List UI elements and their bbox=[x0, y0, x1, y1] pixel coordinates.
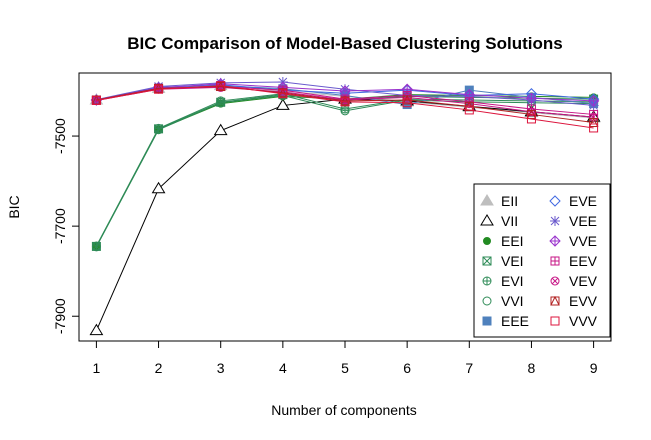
legend-label: VII bbox=[501, 213, 518, 229]
legend-label: VEV bbox=[569, 273, 598, 289]
legend-marker-eei bbox=[483, 237, 491, 245]
legend-marker-eev bbox=[550, 256, 560, 266]
legend-marker-vvi bbox=[482, 296, 492, 306]
data-point-vve bbox=[525, 92, 538, 104]
x-tick-label: 5 bbox=[341, 360, 349, 376]
data-point-vvi bbox=[91, 242, 101, 252]
legend-marker-vei bbox=[482, 256, 492, 266]
chart-title: BIC Comparison of Model-Based Clustering… bbox=[127, 34, 562, 53]
legend-label: VVE bbox=[569, 233, 597, 249]
legend-marker-eve bbox=[549, 195, 561, 207]
legend-label: EVV bbox=[569, 293, 598, 309]
legend-item-vvi: VVI bbox=[482, 293, 524, 309]
y-tick-label: -7500 bbox=[52, 118, 68, 154]
legend-marker-vev bbox=[550, 276, 560, 286]
legend-marker-evv bbox=[550, 295, 560, 306]
legend-label: EVE bbox=[569, 193, 597, 209]
y-tick-label: -7900 bbox=[52, 298, 68, 334]
x-tick-label: 3 bbox=[217, 360, 225, 376]
legend: EII VII EEI VEI EVI VVI EEE EVE VEE VVE EEV VEV EVV V… bbox=[473, 183, 611, 338]
legend-item-vii: VII bbox=[480, 213, 518, 229]
x-tick-label: 9 bbox=[590, 360, 598, 376]
data-point-vii bbox=[151, 181, 166, 194]
data-point-vvv bbox=[216, 81, 226, 91]
legend-item-evi: EVI bbox=[482, 273, 524, 289]
legend-label: EEE bbox=[501, 313, 529, 329]
legend-label: EVI bbox=[501, 273, 524, 289]
legend-item-vei: VEI bbox=[482, 253, 524, 269]
data-point-vvi bbox=[216, 98, 226, 108]
data-point-vvv bbox=[464, 105, 474, 115]
legend-item-vev: VEV bbox=[550, 273, 598, 289]
legend-item-eev: EEV bbox=[550, 253, 598, 269]
x-tick-label: 6 bbox=[403, 360, 411, 376]
legend-item-vve: VVE bbox=[549, 233, 597, 249]
legend-marker-evi bbox=[482, 276, 492, 286]
legend-item-eee: EEE bbox=[482, 313, 529, 329]
data-point-vev bbox=[589, 112, 599, 122]
data-point-vvi bbox=[340, 106, 350, 116]
legend-marker-eee bbox=[482, 316, 492, 326]
data-point-vvv bbox=[340, 97, 350, 107]
legend-item-evv: EVV bbox=[550, 293, 598, 309]
data-point-vvv bbox=[154, 84, 164, 94]
legend-label: EEV bbox=[569, 253, 598, 269]
legend-item-eve: EVE bbox=[549, 193, 597, 209]
legend-label: EII bbox=[501, 193, 518, 209]
y-axis: -7500 -7700 -7900 bbox=[52, 118, 80, 334]
data-point-vvv bbox=[526, 114, 536, 124]
legend-item-vvv: VVV bbox=[550, 313, 598, 329]
legend-box bbox=[473, 183, 611, 338]
series-vvv bbox=[91, 81, 599, 133]
legend-label: VEI bbox=[501, 253, 524, 269]
data-point-vve bbox=[587, 95, 600, 107]
data-point-vvv bbox=[402, 98, 412, 108]
data-point-vii bbox=[275, 98, 290, 110]
x-tick-label: 1 bbox=[93, 360, 101, 376]
legend-label: EEI bbox=[501, 233, 524, 249]
legend-marker-vii bbox=[480, 214, 494, 226]
legend-marker-vvv bbox=[550, 316, 560, 326]
data-point-vii bbox=[213, 123, 228, 136]
legend-label: VVV bbox=[569, 313, 598, 329]
data-point-vvv bbox=[278, 89, 288, 99]
series-line-vvv bbox=[96, 85, 594, 129]
series-line-vvi bbox=[95, 95, 594, 248]
x-tick-label: 7 bbox=[465, 360, 473, 376]
x-axis: 1 2 3 4 5 6 7 8 9 bbox=[93, 340, 598, 376]
legend-label: VVI bbox=[501, 293, 524, 309]
data-point-vii bbox=[89, 323, 104, 336]
series-layer bbox=[89, 77, 601, 336]
legend-marker-vve bbox=[549, 235, 561, 247]
x-tick-label: 2 bbox=[155, 360, 163, 376]
x-tick-label: 4 bbox=[279, 360, 287, 376]
data-point-vvv bbox=[589, 123, 599, 133]
data-point-vvv bbox=[91, 95, 101, 105]
y-tick-label: -7700 bbox=[52, 208, 68, 244]
x-tick-label: 8 bbox=[528, 360, 536, 376]
data-point-evv bbox=[588, 117, 599, 128]
legend-item-vee: VEE bbox=[550, 213, 597, 229]
y-axis-label: BIC bbox=[6, 195, 22, 218]
legend-label: VEE bbox=[569, 213, 597, 229]
data-point-vvi bbox=[154, 125, 164, 135]
legend-item-eii: EII bbox=[480, 193, 518, 209]
legend-marker-vee bbox=[550, 216, 560, 226]
x-axis-label: Number of components bbox=[271, 402, 417, 418]
legend-item-eei: EEI bbox=[483, 233, 524, 249]
legend-marker-eii bbox=[480, 194, 494, 206]
